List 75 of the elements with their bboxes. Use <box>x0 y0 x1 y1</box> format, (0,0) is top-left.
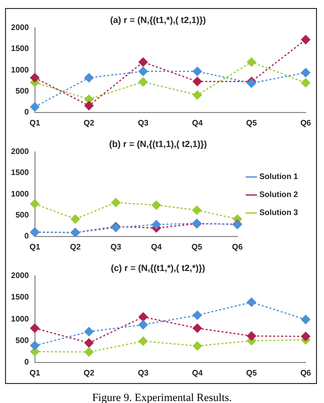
point <box>301 314 310 324</box>
point <box>246 331 256 341</box>
x-tick-label: Q5 <box>191 242 203 252</box>
point <box>30 199 40 208</box>
x-tick-label: Q5 <box>246 118 258 128</box>
x-tick-label: Q6 <box>300 368 312 378</box>
point <box>192 206 202 215</box>
point <box>301 332 310 342</box>
point <box>138 57 148 67</box>
y-tick-label: 500 <box>15 336 30 345</box>
y-tick-label: 500 <box>15 86 30 96</box>
y-tick-label: 500 <box>15 210 30 220</box>
chart-title: (c) r = (N,{(t1,*),( t2,*)}) <box>110 262 206 273</box>
point <box>84 73 94 82</box>
x-tick-label: Q6 <box>300 118 312 128</box>
x-tick-label: Q1 <box>29 118 41 128</box>
point <box>246 57 256 67</box>
point <box>301 78 310 88</box>
y-tick-label: 2000 <box>11 271 30 280</box>
caption: Figure 9. Experimental Results. <box>91 392 233 403</box>
point <box>84 347 94 357</box>
y-tick-label: 2000 <box>11 23 30 32</box>
point <box>30 73 40 82</box>
y-tick-label: 1500 <box>11 168 30 178</box>
legend-label: Solution 3 <box>259 208 299 218</box>
x-tick-label: Q4 <box>150 242 162 252</box>
point <box>70 214 80 224</box>
point <box>30 102 40 112</box>
y-tick-label: 1000 <box>11 314 30 324</box>
point <box>152 200 161 210</box>
x-tick-label: Q5 <box>246 368 258 378</box>
point <box>84 338 94 348</box>
x-tick-label: Q2 <box>84 368 95 378</box>
point <box>30 340 40 350</box>
point <box>192 66 202 76</box>
x-tick-label: Q1 <box>29 242 41 252</box>
point <box>111 198 120 208</box>
point <box>84 101 94 110</box>
x-tick-label: Q3 <box>110 242 122 252</box>
point <box>30 324 40 333</box>
x-tick-label: Q6 <box>232 242 244 252</box>
y-tick-label: 1000 <box>11 65 30 74</box>
y-tick-label: 0 <box>24 232 30 241</box>
point <box>301 35 310 44</box>
x-tick-label: Q4 <box>192 118 204 128</box>
point <box>192 76 202 86</box>
point <box>138 336 148 346</box>
y-tick-label: 0 <box>24 358 30 367</box>
x-tick-label: Q4 <box>192 368 204 378</box>
point <box>152 220 161 230</box>
point <box>138 66 148 76</box>
y-tick-label: 1500 <box>11 44 30 54</box>
point <box>246 298 256 307</box>
point <box>138 312 148 322</box>
chart-title: (a) r = (N,{(t1,*),( t2,1)}) <box>110 14 206 25</box>
point <box>192 90 202 100</box>
x-tick-label: Q2 <box>84 118 95 128</box>
point <box>192 341 202 351</box>
point <box>301 68 310 78</box>
y-tick-label: 1500 <box>11 292 30 302</box>
x-tick-label: Q3 <box>138 118 150 128</box>
x-tick-label: Q2 <box>70 242 82 252</box>
point <box>138 320 148 330</box>
point <box>192 324 202 333</box>
x-tick-label: Q3 <box>138 368 150 378</box>
y-tick-label: 1000 <box>11 189 30 198</box>
point <box>192 310 202 320</box>
point <box>138 77 148 87</box>
legend-label: Solution 2 <box>259 190 299 200</box>
y-tick-label: 2000 <box>11 147 30 156</box>
point <box>84 327 94 336</box>
chart-title: (b) r = (N,{(t1,1),( t2,1)}) <box>109 138 207 149</box>
x-tick-label: Q1 <box>29 368 41 378</box>
y-tick-label: 0 <box>24 108 30 117</box>
legend-label: Solution 1 <box>259 172 299 182</box>
